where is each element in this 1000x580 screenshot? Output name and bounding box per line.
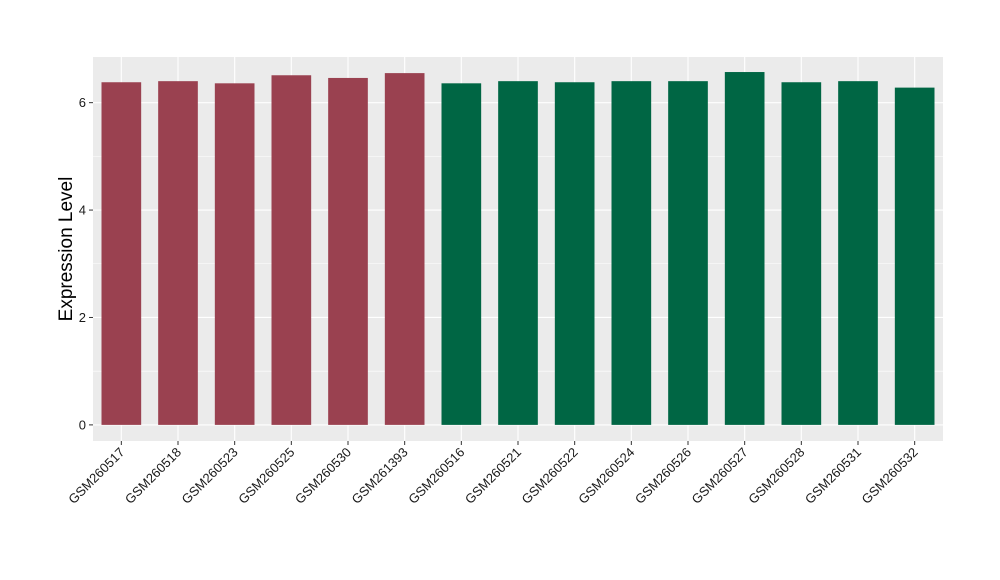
- x-tick-label: GSM261393: [349, 445, 411, 507]
- bar-GSM260516: [441, 83, 482, 425]
- x-tick-label: GSM260524: [575, 445, 637, 507]
- x-tick-label: GSM260516: [405, 445, 467, 507]
- bar-GSM260532: [894, 87, 935, 425]
- y-tick-label: 4: [79, 203, 86, 218]
- x-tick-label: GSM260532: [859, 445, 921, 507]
- bar-GSM260525: [271, 75, 312, 425]
- bar-GSM260518: [158, 81, 198, 425]
- bar-GSM260523: [214, 83, 255, 425]
- bar-GSM260524: [611, 81, 652, 425]
- x-tick-label: GSM260530: [292, 445, 354, 507]
- bar-GSM260522: [554, 82, 595, 425]
- y-tick-label: 2: [79, 310, 86, 325]
- bar-GSM260530: [328, 77, 368, 425]
- x-tick-label: GSM260517: [65, 445, 127, 507]
- bar-GSM260531: [838, 81, 878, 425]
- bars: [101, 72, 935, 425]
- y-tick-label: 0: [79, 417, 86, 432]
- bar-GSM261393: [384, 73, 425, 425]
- y-tick-label: 6: [79, 95, 86, 110]
- x-tick-label: GSM260523: [179, 445, 241, 507]
- x-tick-label: GSM260522: [519, 445, 581, 507]
- bar-GSM260528: [781, 82, 822, 425]
- x-tick-label: GSM260521: [462, 445, 524, 507]
- bar-GSM260521: [498, 81, 538, 425]
- x-tick-label: GSM260518: [122, 445, 184, 507]
- y-axis-title: Expression Level: [56, 177, 77, 322]
- x-tick-label: GSM260526: [632, 445, 694, 507]
- bar-GSM260526: [668, 81, 708, 425]
- x-tick-label: GSM260528: [745, 445, 807, 507]
- y-axis: 0 2 4 6: [79, 95, 93, 432]
- x-tick-label: GSM260531: [802, 445, 864, 507]
- bar-GSM260517: [101, 82, 142, 425]
- x-tick-label: GSM260527: [689, 445, 751, 507]
- bar-GSM260527: [724, 72, 765, 425]
- x-tick-label: GSM260525: [235, 445, 297, 507]
- x-axis: GSM260517GSM260518GSM260523GSM260525GSM2…: [65, 441, 921, 507]
